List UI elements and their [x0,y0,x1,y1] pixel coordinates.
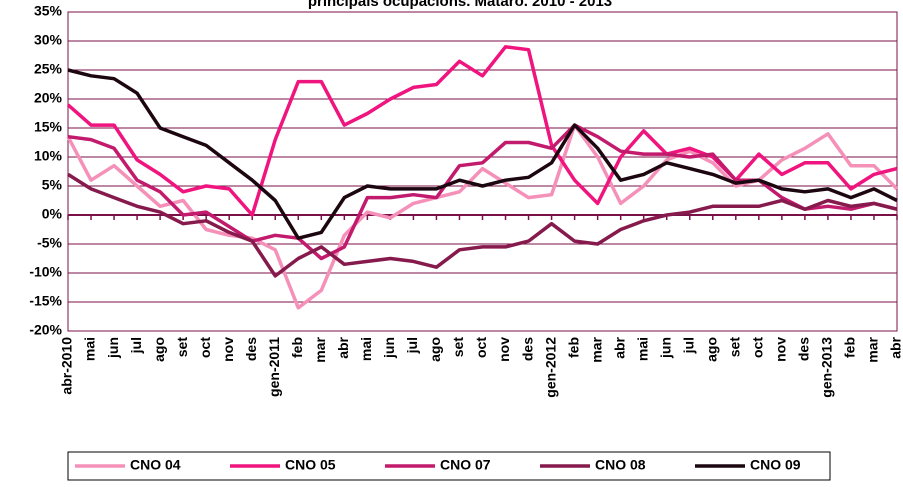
x-tick-label: oct [473,337,489,358]
x-tick-label: set [727,337,743,358]
x-tick-label: set [450,337,466,358]
x-tick-label: gen-2012 [542,337,558,398]
x-tick-label: ago [151,337,167,362]
x-tick-label: feb [289,337,305,358]
series-line [67,123,898,261]
x-tick-label: feb [565,337,581,358]
x-tick-label: gen-2013 [819,337,835,398]
y-tick-label: 0% [42,206,63,222]
x-tick-label: mai [358,337,374,361]
x-tick-label: nov [496,337,512,362]
x-tick-label: nov [773,337,789,362]
x-tick-label: jul [680,337,696,354]
x-tick-label: abr [611,336,627,358]
x-tick-label: ago [703,337,719,362]
y-tick-label: 5% [42,177,63,193]
x-tick-label: mar [865,336,881,362]
y-tick-label: -15% [29,293,62,309]
x-tick-label: set [174,337,190,358]
y-tick-label: 20% [34,90,63,106]
plot-border [67,11,898,332]
legend-box [67,451,831,481]
x-tick-label: mar [312,336,328,362]
x-tick-label: jun [657,337,673,359]
series-line [66,45,898,217]
x-tick-label: abr [888,336,903,358]
x-tick-label: abr [335,336,351,358]
x-tick-label: mai [634,337,650,361]
y-tick-label: 25% [34,61,63,77]
legend-label: CNO 05 [285,457,336,473]
y-tick-label: 35% [34,3,63,19]
x-tick-label: oct [197,337,213,358]
legend-label: CNO 08 [595,457,646,473]
legend-label: CNO 04 [130,457,181,473]
legend-label: CNO 07 [440,457,491,473]
x-tick-label: feb [842,337,858,358]
y-tick-label: -20% [29,322,62,338]
series-line [67,172,898,278]
y-tick-label: 10% [34,148,63,164]
x-tick-label: oct [750,337,766,358]
series-line [67,68,898,240]
x-tick-label: mai [82,337,98,361]
x-tick-label: abr-2010 [59,337,75,395]
y-tick-label: 15% [34,119,63,135]
x-tick-label: des [796,337,812,361]
x-tick-label: jul [404,337,420,354]
x-tick-label: jun [381,337,397,359]
x-tick-label: des [519,337,535,361]
x-tick-label: ago [427,337,443,362]
x-tick-label: nov [220,337,236,362]
y-tick-label: -5% [37,235,62,251]
y-tick-label: -10% [29,264,62,280]
y-tick-label: 30% [34,32,63,48]
x-tick-label: jul [128,337,144,354]
x-tick-label: jun [105,337,121,359]
x-tick-label: mar [588,336,604,362]
legend-label: CNO 09 [750,457,801,473]
chart-title: principals ocupacions. Mataró. 2010 - 20… [308,0,612,10]
x-tick-label: des [243,337,259,361]
x-tick-label: gen-2011 [266,337,282,397]
